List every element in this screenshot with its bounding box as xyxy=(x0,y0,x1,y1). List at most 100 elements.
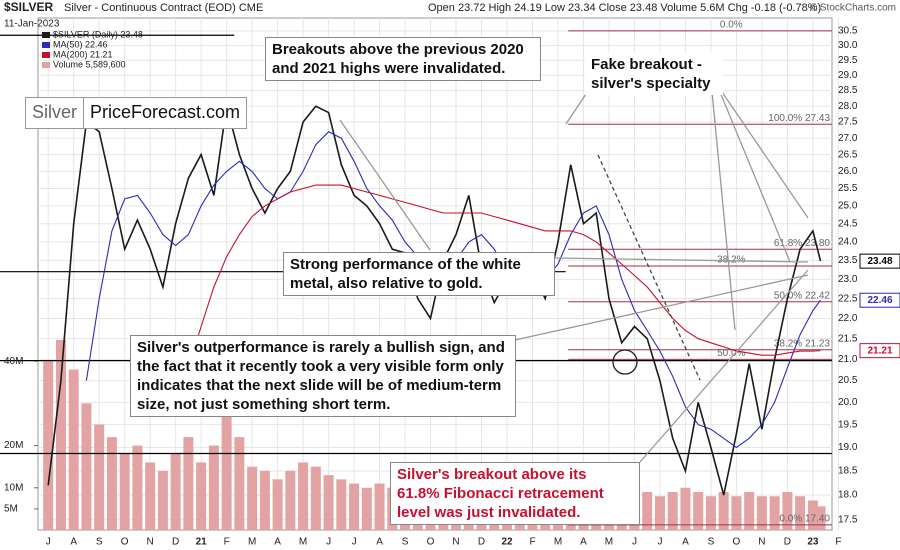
x-tick-label: O xyxy=(733,537,741,548)
y-tick-label: 24.5 xyxy=(838,218,858,229)
x-tick-label: N xyxy=(758,537,765,548)
fib-label: 0.0% 17.40 xyxy=(779,514,830,525)
x-tick-label: J xyxy=(46,537,51,548)
symbol: $SILVER xyxy=(4,0,53,14)
price-tag xyxy=(859,292,900,308)
volume-bar xyxy=(68,369,79,530)
x-tick-label: S xyxy=(96,537,103,548)
brand-left: Silver xyxy=(26,98,85,128)
price-tag-label: 23.48 xyxy=(867,256,892,267)
volume-bar xyxy=(285,470,296,530)
y-tick-label: 29.0 xyxy=(838,70,858,81)
annotation: Strong performance of the white metal, a… xyxy=(283,252,555,296)
x-tick-label: S xyxy=(708,537,715,548)
volume-bar xyxy=(81,403,92,530)
volume-bar xyxy=(272,479,283,530)
legend-swatch xyxy=(42,62,50,68)
volume-bar xyxy=(259,470,270,530)
price-tag xyxy=(859,343,900,359)
credit: © StockCharts.com xyxy=(810,3,896,14)
y-tick-label: 29.5 xyxy=(838,55,858,66)
y-tick-label: 27.0 xyxy=(838,133,858,144)
fib-label: 50.0% xyxy=(717,348,745,359)
volume-bar xyxy=(680,487,691,530)
y-tick-label: 26.5 xyxy=(838,149,858,160)
legend-swatch xyxy=(42,52,50,58)
fib-label: 50.0% 22.42 xyxy=(774,290,831,301)
volume-bar xyxy=(323,475,334,530)
x-tick-label: F xyxy=(529,537,535,548)
price-tag-label: 21.21 xyxy=(867,345,892,356)
x-tick-label: 22 xyxy=(501,537,513,548)
volume-tick-label: 5M xyxy=(4,504,18,515)
annotation: Silver's outperformance is rarely a bull… xyxy=(130,335,516,417)
x-tick-label: N xyxy=(452,537,459,548)
x-tick-label: M xyxy=(605,537,613,548)
volume-bar xyxy=(349,483,360,530)
x-tick-label: D xyxy=(784,537,791,548)
x-tick-label: 21 xyxy=(196,537,208,548)
x-tick-label: A xyxy=(70,537,77,548)
volume-bar xyxy=(119,454,130,530)
legend-swatch xyxy=(42,32,50,38)
y-tick-label: 20.0 xyxy=(838,397,858,408)
annotation: Breakouts above the previous 2020 and 20… xyxy=(265,37,541,81)
price-tag-label: 22.46 xyxy=(867,295,892,306)
y-tick-label: 20.5 xyxy=(838,375,858,386)
x-tick-label: N xyxy=(147,537,154,548)
volume-bar xyxy=(43,361,54,530)
x-tick-label: M xyxy=(299,537,307,548)
volume-bar xyxy=(807,500,818,530)
y-tick-label: 21.5 xyxy=(838,333,858,344)
volume-bar xyxy=(132,445,143,530)
volume-tick-label: 20M xyxy=(4,440,23,451)
legend-label: MA(50) 22.46 xyxy=(53,39,108,49)
y-tick-label: 22.0 xyxy=(838,313,858,324)
volume-bar xyxy=(145,462,156,530)
volume-tick-label: 10M xyxy=(4,482,23,493)
y-tick-label: 21.0 xyxy=(838,354,858,365)
volume-bar xyxy=(298,462,309,530)
x-tick-label: J xyxy=(326,537,331,548)
y-tick-label: 23.0 xyxy=(838,274,858,285)
x-tick-label: S xyxy=(402,537,409,548)
y-tick-label: 23.5 xyxy=(838,255,858,266)
y-tick-label: 25.0 xyxy=(838,201,858,212)
volume-bar xyxy=(234,437,245,530)
volume-bar xyxy=(756,496,767,530)
fib-label: 0.0% xyxy=(720,20,743,31)
y-tick-label: 26.0 xyxy=(838,166,858,177)
volume-bar xyxy=(247,466,258,530)
volume-bar xyxy=(782,492,793,530)
volume-bar xyxy=(157,470,168,530)
y-tick-label: 28.0 xyxy=(838,101,858,112)
branding: Silver PriceForecast.com xyxy=(25,97,248,129)
volume-bar xyxy=(667,492,678,530)
x-tick-label: A xyxy=(682,537,689,548)
y-tick-label: 19.0 xyxy=(838,442,858,453)
y-tick-label: 19.5 xyxy=(838,419,858,430)
legend-label: MA(200) 21.21 xyxy=(53,49,113,59)
y-tick-label: 18.0 xyxy=(838,490,858,501)
x-tick-label: J xyxy=(352,537,357,548)
volume-bar xyxy=(744,492,755,530)
x-tick-label: J xyxy=(632,537,637,548)
annotation: Fake breakout - silver's specialty xyxy=(585,53,723,95)
x-tick-label: D xyxy=(172,537,179,548)
volume-bar xyxy=(336,479,347,530)
volume-bar xyxy=(170,454,181,530)
legend-swatch xyxy=(42,42,50,48)
x-tick-label: O xyxy=(121,537,129,548)
description: Silver - Continuous Contract (EOD) CME xyxy=(64,2,263,14)
volume-bar xyxy=(55,340,66,530)
x-tick-label: J xyxy=(657,537,662,548)
y-tick-label: 17.5 xyxy=(838,515,858,526)
x-tick-label: 23 xyxy=(807,537,819,548)
volume-bar xyxy=(221,403,232,530)
volume-bar xyxy=(795,496,806,530)
y-tick-label: 22.5 xyxy=(838,293,858,304)
y-tick-label: 27.5 xyxy=(838,117,858,128)
x-tick-label: M xyxy=(248,537,256,548)
x-tick-label: A xyxy=(274,537,281,548)
